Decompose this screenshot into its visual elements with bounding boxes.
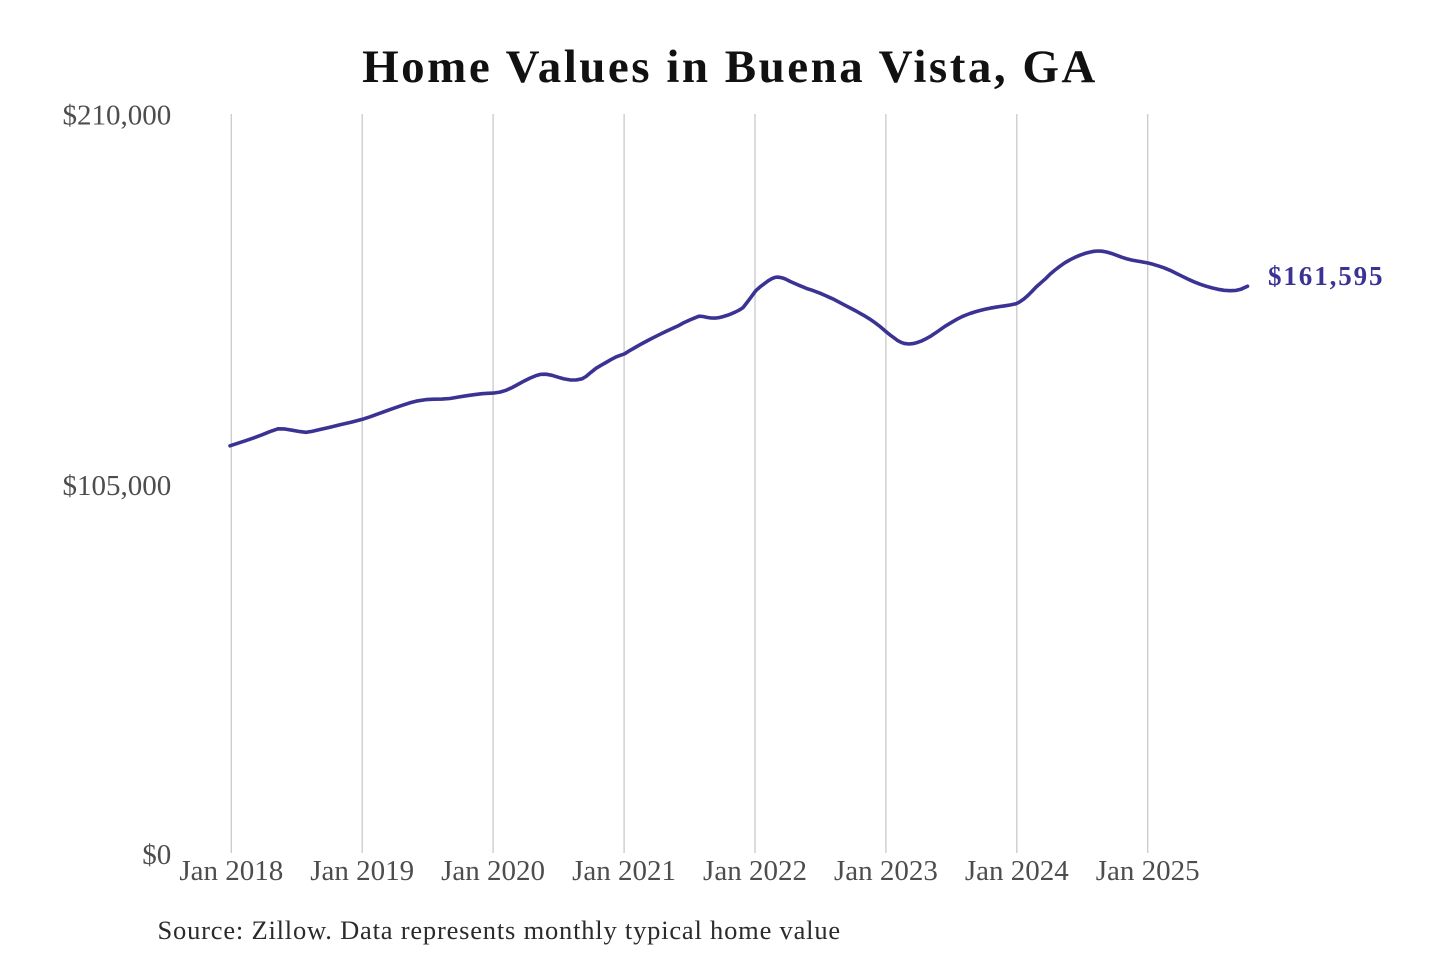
svg-text:Jan 2021: Jan 2021 bbox=[572, 855, 676, 887]
svg-text:$161,595: $161,595 bbox=[1268, 261, 1384, 291]
svg-text:Jan 2019: Jan 2019 bbox=[310, 855, 414, 887]
svg-text:Jan 2018: Jan 2018 bbox=[179, 855, 283, 887]
svg-text:Jan 2022: Jan 2022 bbox=[703, 855, 807, 887]
svg-text:Jan 2020: Jan 2020 bbox=[441, 855, 545, 887]
svg-text:$105,000: $105,000 bbox=[63, 470, 172, 502]
svg-text:Jan 2024: Jan 2024 bbox=[965, 855, 1069, 887]
svg-text:Jan 2023: Jan 2023 bbox=[834, 855, 938, 887]
svg-text:Home Values in Buena Vista, GA: Home Values in Buena Vista, GA bbox=[362, 41, 1098, 93]
svg-text:$210,000: $210,000 bbox=[63, 99, 172, 131]
svg-text:$0: $0 bbox=[142, 839, 171, 871]
svg-text:Source: Zillow. Data represent: Source: Zillow. Data represents monthly … bbox=[158, 915, 841, 945]
svg-text:Jan 2025: Jan 2025 bbox=[1096, 855, 1200, 887]
